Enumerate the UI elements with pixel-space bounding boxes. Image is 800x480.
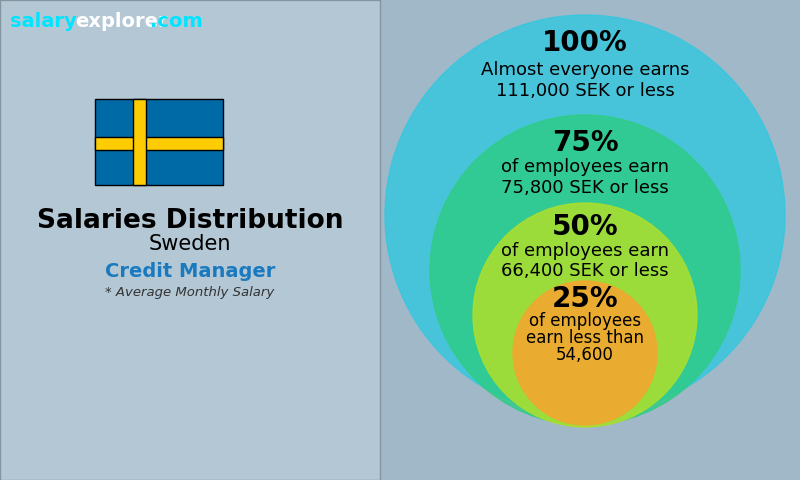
Text: explorer: explorer [75, 12, 168, 31]
Text: Almost everyone earns: Almost everyone earns [481, 61, 690, 79]
FancyBboxPatch shape [95, 137, 223, 150]
Text: 50%: 50% [552, 213, 618, 241]
Text: 75%: 75% [552, 129, 618, 157]
Text: * Average Monthly Salary: * Average Monthly Salary [106, 286, 274, 299]
Text: 54,600: 54,600 [556, 346, 614, 364]
Circle shape [473, 203, 697, 427]
Circle shape [385, 15, 785, 415]
Text: .com: .com [150, 12, 202, 31]
Text: 66,400 SEK or less: 66,400 SEK or less [501, 262, 669, 280]
Circle shape [430, 115, 740, 425]
Text: 25%: 25% [552, 285, 618, 313]
Text: 100%: 100% [542, 29, 628, 57]
FancyBboxPatch shape [134, 99, 146, 185]
Text: of employees earn: of employees earn [501, 242, 669, 260]
Text: earn less than: earn less than [526, 329, 644, 347]
Text: 111,000 SEK or less: 111,000 SEK or less [496, 82, 674, 100]
Text: of employees earn: of employees earn [501, 158, 669, 176]
Text: Sweden: Sweden [149, 234, 231, 254]
Text: of employees: of employees [529, 312, 641, 330]
Circle shape [513, 281, 657, 425]
Text: salary: salary [10, 12, 77, 31]
FancyBboxPatch shape [95, 99, 223, 185]
Text: Salaries Distribution: Salaries Distribution [37, 208, 343, 234]
FancyBboxPatch shape [0, 0, 380, 480]
Text: Credit Manager: Credit Manager [105, 262, 275, 281]
Text: 75,800 SEK or less: 75,800 SEK or less [501, 179, 669, 197]
